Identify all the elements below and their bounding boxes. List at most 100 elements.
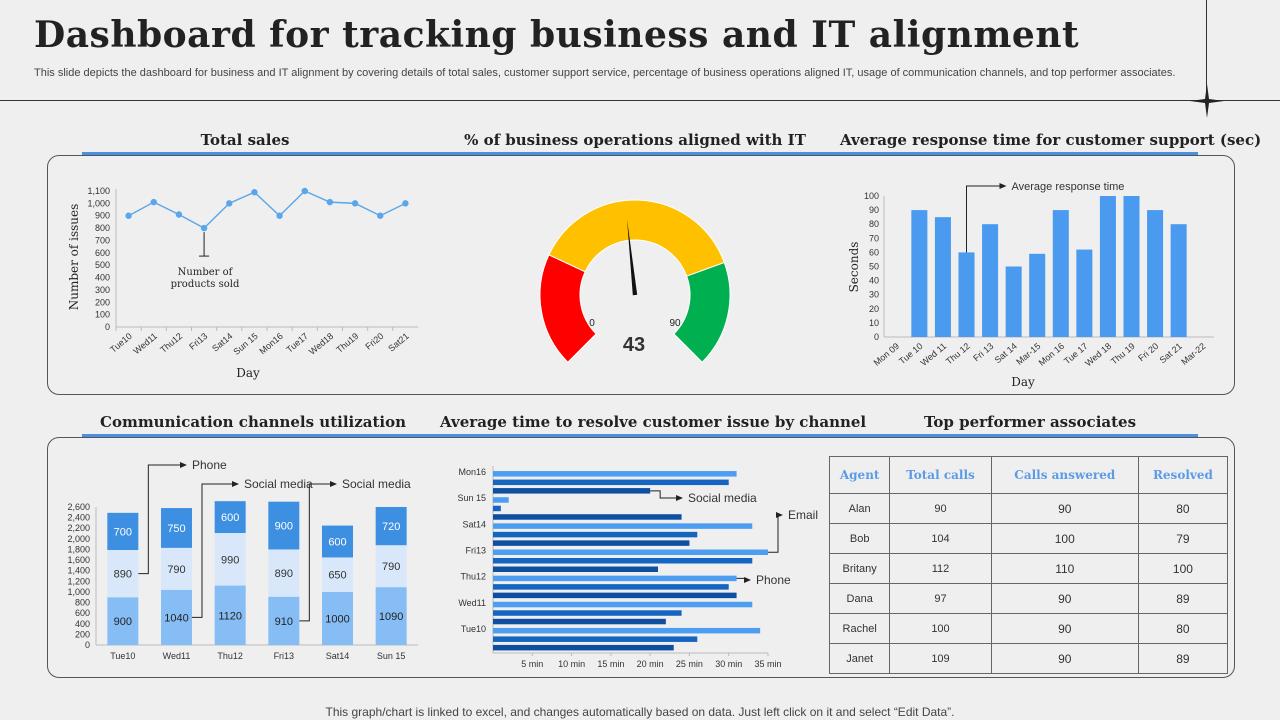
bar [493, 514, 682, 520]
bar [493, 523, 753, 529]
bar [958, 252, 975, 337]
bottom-panel [47, 437, 1235, 678]
bar [493, 540, 690, 546]
bar [1147, 210, 1164, 337]
y-tick-label: 200 [75, 629, 90, 639]
y-tick-label: 800 [75, 598, 90, 608]
bar [493, 610, 682, 616]
decor-line [1206, 0, 1207, 100]
operations-title: % of business operations aligned with IT [464, 131, 806, 149]
data-label: 900 [275, 521, 293, 533]
bar [1099, 196, 1116, 337]
total-sales-chart: 0 100 200 300 400 500 600 700 800 900 1,000 1,100 Tu… [67, 186, 418, 380]
calls-answered: 90 [990, 643, 1139, 674]
data-label: 910 [275, 616, 293, 628]
section-rule-top [82, 152, 1198, 156]
callout-line [650, 490, 678, 499]
x-tick-label: Thu 19 [1109, 341, 1137, 367]
bar [493, 601, 753, 608]
total-calls: 112 [889, 553, 992, 584]
col-resolved: Resolved [1137, 456, 1229, 494]
bar [934, 217, 951, 337]
agent-name: Janet [828, 643, 891, 674]
x-tick-label: Thu 12 [944, 341, 972, 367]
y-tick-label: 200 [95, 297, 110, 307]
x-tick-label: Fri13 [274, 651, 295, 661]
x-tick-label: Sat21 [386, 331, 410, 354]
stack-segment [214, 501, 246, 534]
x-tick-label: Mon 16 [1037, 341, 1066, 368]
y-tick-label: 0 [105, 322, 110, 332]
y-tick-label: 60 [869, 247, 879, 257]
agent-name: Bob [828, 523, 891, 554]
bar [1005, 266, 1022, 337]
y-tick-label: 1,400 [67, 566, 90, 576]
stack-segment [268, 549, 300, 597]
x-tick-label: Fri20 [363, 331, 385, 352]
annotation-arrowhead [999, 183, 1007, 189]
annotation-label: products sold [171, 279, 240, 290]
resolved: 89 [1137, 643, 1229, 674]
y-tick-label: Thu12 [460, 572, 486, 582]
total-calls: 97 [889, 583, 992, 614]
y-tick-label: 600 [75, 608, 90, 618]
y-tick-label: 500 [95, 260, 110, 270]
resolved: 89 [1137, 583, 1229, 614]
data-point [175, 211, 183, 218]
y-tick-label: Mon16 [458, 467, 486, 477]
bar [493, 479, 729, 486]
calls-answered: 100 [990, 523, 1139, 554]
bar [1123, 196, 1140, 337]
section-rule-bottom [82, 434, 1198, 438]
y-tick-label: 90 [869, 205, 879, 215]
resolve-time-chart: 5 min 10 min 15 min 20 min 25 min 30 min 35 mi… [457, 466, 818, 669]
y-tick-label: Sun 15 [457, 493, 486, 503]
y-tick-label: 0 [874, 332, 879, 342]
x-tick-label: Wed 11 [919, 341, 949, 368]
stack-segment [161, 547, 192, 590]
y-tick-label: 100 [95, 310, 110, 320]
stack-segment [107, 512, 139, 550]
x-tick-label: Fri 20 [1136, 341, 1160, 363]
callout-arrowhead [744, 577, 751, 583]
x-tick-label: 5 min [521, 659, 543, 669]
data-label: 650 [328, 570, 346, 582]
bar [493, 627, 761, 634]
performer-table: Agent Total calls Calls answered Resolve… [828, 456, 1229, 674]
x-tick-label: Wed11 [163, 651, 191, 661]
data-label: 790 [167, 564, 185, 576]
stack-segment [268, 596, 300, 645]
y-tick-label: 0 [85, 640, 90, 650]
y-tick-label: 800 [95, 223, 110, 233]
resolved: 79 [1137, 523, 1229, 554]
data-label: 700 [114, 526, 132, 538]
gauge-segment-green [673, 261, 731, 363]
y-tick-label: 30 [869, 290, 879, 300]
data-label: 1090 [379, 611, 403, 623]
y-axis-label: Number of issues [67, 204, 81, 311]
series-label: Social media [688, 491, 757, 505]
x-tick-label: 15 min [597, 659, 624, 669]
calls-answered: 90 [990, 493, 1139, 524]
data-point [226, 200, 233, 207]
x-tick-label: 35 min [754, 659, 781, 669]
x-tick-label: 20 min [637, 659, 664, 669]
y-tick-label: 900 [95, 211, 110, 221]
data-point [402, 200, 409, 207]
y-tick-label: 2,400 [67, 513, 90, 523]
data-point [326, 198, 334, 206]
y-tick-label: 40 [869, 276, 879, 286]
gauge-needle [627, 219, 638, 296]
table-row: Alan 90 90 80 [828, 493, 1229, 524]
total-calls: 90 [889, 493, 992, 524]
stack-segment [375, 507, 407, 546]
data-point [200, 224, 208, 232]
bar [493, 592, 737, 599]
stack-segment [322, 591, 353, 645]
gauge-segment-yellow [548, 199, 725, 277]
data-point [301, 187, 308, 195]
x-tick-label: Thu12 [217, 651, 243, 661]
y-tick-label: 1,100 [87, 186, 110, 196]
channels-title: Communication channels utilization [100, 413, 406, 431]
response-time-title: Average response time for customer suppo… [840, 131, 1262, 149]
